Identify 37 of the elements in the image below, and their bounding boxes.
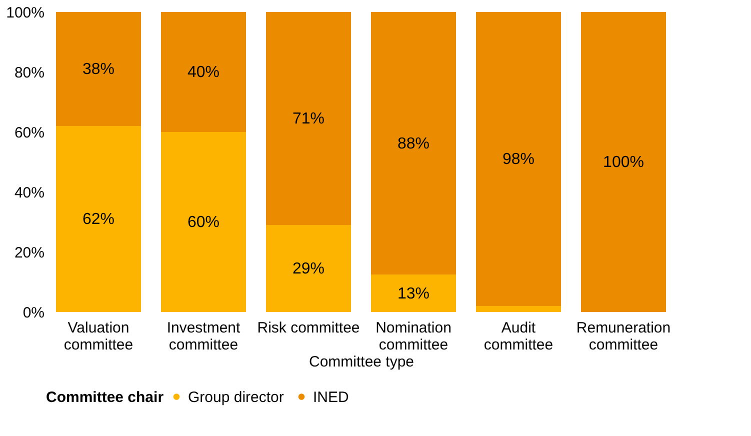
legend-label: INED <box>313 388 350 406</box>
bar <box>581 12 666 312</box>
x-tick-label: Valuation committee <box>64 320 134 354</box>
x-tick-label: Risk committee <box>257 320 360 336</box>
bar <box>56 12 141 126</box>
y-tick-label: 20% <box>14 244 44 262</box>
data-label: 60% <box>187 214 220 231</box>
bar <box>56 126 141 312</box>
y-tick-label: 60% <box>14 124 44 142</box>
data-label: 88% <box>397 135 430 152</box>
x-tick-label: Investment committee <box>166 320 242 354</box>
data-label: 62% <box>82 211 115 228</box>
data-label: 13% <box>397 285 430 302</box>
bar <box>371 274 456 312</box>
bar <box>266 225 351 312</box>
data-label: 40% <box>187 64 220 81</box>
legend-label: Group director <box>188 388 284 406</box>
x-tick-label: Nomination committee <box>376 320 452 354</box>
legend-title: Committee chair <box>46 389 164 406</box>
data-label: 98% <box>502 151 535 168</box>
y-tick-label: 40% <box>14 184 44 202</box>
y-tick-label: 100% <box>6 4 44 22</box>
bar <box>161 12 246 132</box>
x-tick-label: Remuneration committee <box>576 320 671 354</box>
data-label: 29% <box>292 260 325 278</box>
bar <box>266 12 351 225</box>
y-tick-label: 0% <box>22 304 44 322</box>
bar <box>476 306 561 312</box>
data-label: 38% <box>82 61 115 78</box>
data-label: 100% <box>603 154 644 171</box>
bar <box>161 132 246 312</box>
data-label: 71% <box>292 110 325 128</box>
x-axis-title: Committee type <box>308 354 414 370</box>
bar <box>371 12 456 274</box>
y-tick-label: 80% <box>14 64 44 82</box>
bar <box>476 12 561 306</box>
x-tick-label: Audit committee <box>484 320 554 354</box>
